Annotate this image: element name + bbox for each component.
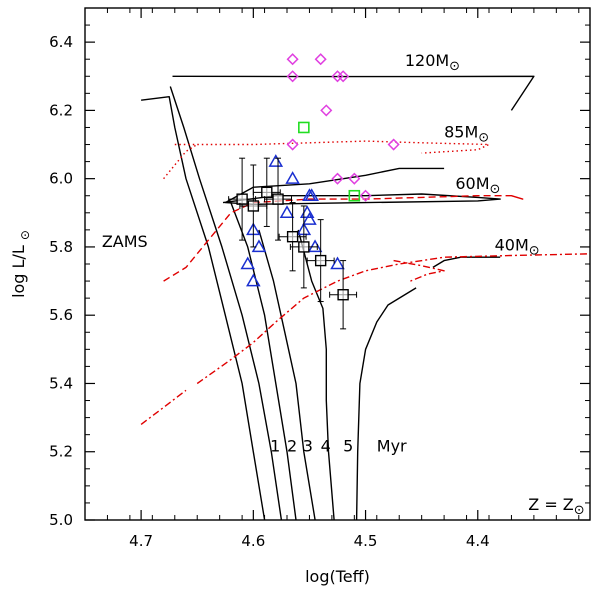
magenta-diamond-point	[337, 70, 350, 83]
magenta-diamond-point	[387, 138, 400, 151]
observed-square-marker	[298, 241, 310, 253]
mass-label-sub: ⊙	[478, 131, 489, 146]
y-tick-label: 5.8	[49, 238, 73, 256]
mass-label: 120M⊙	[405, 51, 460, 74]
blue-triangle-point	[268, 154, 284, 167]
y-tick-label: 6.4	[49, 33, 73, 51]
mass-label: 85M⊙	[444, 123, 489, 146]
y-tick-label: 5.0	[49, 511, 73, 529]
observed-point	[329, 260, 358, 330]
mass-label: 40M⊙	[495, 235, 540, 258]
track-track85_lower	[163, 143, 198, 180]
blue-triangle-point	[279, 205, 295, 219]
track-zams	[141, 96, 266, 521]
x-tick-label: 4.5	[354, 532, 378, 550]
y-axis-title-main: log L/L	[9, 245, 28, 298]
observed-square-marker	[314, 254, 327, 267]
blue-triangle-point	[285, 171, 300, 184]
mass-label: 60M⊙	[455, 174, 500, 197]
track-track85	[174, 140, 490, 154]
annotation-iso2: 2	[287, 437, 297, 456]
track-track40_lower	[140, 389, 187, 425]
observed-square-marker	[236, 193, 248, 205]
blue-triangle-point	[240, 256, 256, 270]
y-tick-label: 5.2	[49, 443, 73, 461]
track-iso5	[355, 287, 417, 521]
annotation-iso5: 5	[343, 437, 353, 456]
observed-square-marker	[247, 200, 260, 212]
observed-point	[264, 157, 292, 241]
x-tick-label: 4.7	[129, 532, 153, 550]
annotation-sub: ⊙	[574, 503, 585, 518]
data-points-layer	[228, 53, 400, 330]
track-iso1	[169, 86, 283, 521]
blue-triangle-point	[302, 212, 317, 225]
annotation-z: Z = Z⊙	[528, 495, 584, 518]
blue-triangle-point	[251, 239, 267, 253]
magenta-diamond-point	[320, 104, 333, 117]
annotation-iso3: 3	[303, 437, 313, 456]
annotation-zams: ZAMS	[102, 232, 148, 251]
magenta-diamond-point	[314, 53, 327, 66]
annotation-iso4: 4	[321, 437, 331, 456]
track-track60	[222, 167, 501, 205]
annotation-layer: ZAMS 1 2 3 4 5 Myr Z = Z⊙ 120M⊙ 85M⊙ 60M⊙ 40M⊙	[102, 51, 585, 518]
blue-triangle-point	[246, 273, 261, 287]
magenta-diamond-point	[348, 172, 361, 185]
y-tick-label: 6.0	[49, 170, 73, 188]
magenta-diamond-point	[286, 53, 299, 66]
blue-triangle-point	[304, 188, 319, 201]
mass-label-sub: ⊙	[490, 182, 501, 197]
observed-point	[239, 164, 268, 248]
magenta-diamond-point	[359, 189, 372, 202]
x-tick-label: 4.4	[466, 532, 490, 550]
observed-point	[252, 157, 281, 227]
track-iso3	[258, 229, 316, 521]
green-square-point	[348, 189, 361, 202]
observed-point	[228, 157, 257, 241]
observed-square-marker	[261, 186, 273, 199]
blue-triangle-point	[307, 239, 323, 253]
y-tick-label: 5.6	[49, 306, 73, 324]
y-axis-title: log L/L ⊙	[9, 230, 32, 298]
annotation-myr: Myr	[377, 437, 407, 456]
y-tick-label: 5.4	[49, 374, 73, 392]
mass-label-sub: ⊙	[449, 59, 460, 74]
track-iso4	[297, 229, 335, 521]
plot-frame	[84, 7, 591, 521]
observed-point	[289, 205, 318, 289]
blue-triangle-point	[330, 256, 345, 270]
y-axis-title-sub: ⊙	[18, 230, 32, 240]
green-square-point	[298, 121, 310, 134]
magenta-diamond-point	[286, 138, 299, 151]
observed-point	[306, 219, 335, 303]
magenta-diamond-point	[331, 172, 344, 185]
track-track40_dashdot	[196, 253, 591, 385]
tracks-layer	[140, 75, 591, 521]
y-tick-label: 6.2	[49, 101, 73, 119]
observed-square-marker	[272, 193, 284, 205]
mass-label-sub: ⊙	[529, 243, 540, 258]
magenta-diamond-point	[286, 70, 299, 83]
track-track40	[432, 256, 501, 268]
x-axis-title: log(Teff)	[305, 567, 370, 586]
x-tick-label: 4.6	[241, 532, 265, 550]
annotation-iso1: 1	[270, 437, 280, 456]
observed-point	[278, 202, 307, 272]
observed-square-marker	[286, 230, 299, 243]
observed-square-marker	[337, 289, 349, 301]
axis-ticks-layer: 4.7 4.6 4.5 4.4 5.0 5.2 5.4 5.6 5.8 6.0 6.2 6.4	[49, 7, 590, 550]
track-track120	[172, 75, 535, 111]
track-iso2	[230, 202, 297, 521]
track-track40_loop	[393, 259, 445, 282]
track-track60_dash	[163, 195, 524, 282]
